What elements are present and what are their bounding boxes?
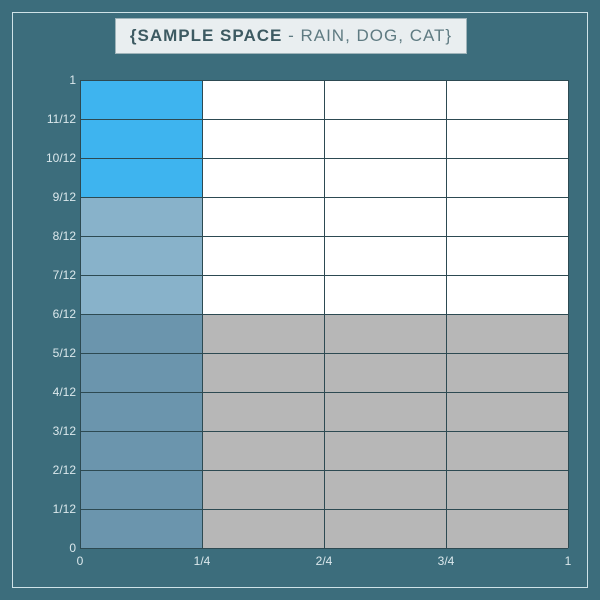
blue-overlay (80, 197, 202, 548)
x-label: 1/4 (194, 548, 211, 568)
y-label: 5/12 (53, 346, 80, 360)
title-bold: {SAMPLE SPACE (130, 26, 283, 45)
y-label: 10/12 (46, 151, 80, 165)
x-label: 3/4 (438, 548, 455, 568)
gridline-v (568, 80, 569, 548)
x-label: 1 (565, 548, 572, 568)
sample-space-plot: 01/122/123/124/125/126/127/128/129/1210/… (80, 80, 568, 548)
y-label: 2/12 (53, 463, 80, 477)
gridline-v (202, 80, 203, 548)
y-label: 6/12 (53, 307, 80, 321)
gridline-v (324, 80, 325, 548)
title-box: {SAMPLE SPACE - RAIN, DOG, CAT} (115, 18, 467, 54)
gridline-v (80, 80, 81, 548)
title-rest: - RAIN, DOG, CAT} (282, 26, 452, 45)
y-label: 9/12 (53, 190, 80, 204)
gridline-v (446, 80, 447, 548)
y-label: 4/12 (53, 385, 80, 399)
y-label: 3/12 (53, 424, 80, 438)
y-label: 1 (69, 73, 80, 87)
cyan-region (80, 80, 202, 197)
x-label: 0 (77, 548, 84, 568)
y-label: 8/12 (53, 229, 80, 243)
y-label: 1/12 (53, 502, 80, 516)
x-label: 2/4 (316, 548, 333, 568)
y-label: 7/12 (53, 268, 80, 282)
y-label: 11/12 (47, 112, 80, 126)
